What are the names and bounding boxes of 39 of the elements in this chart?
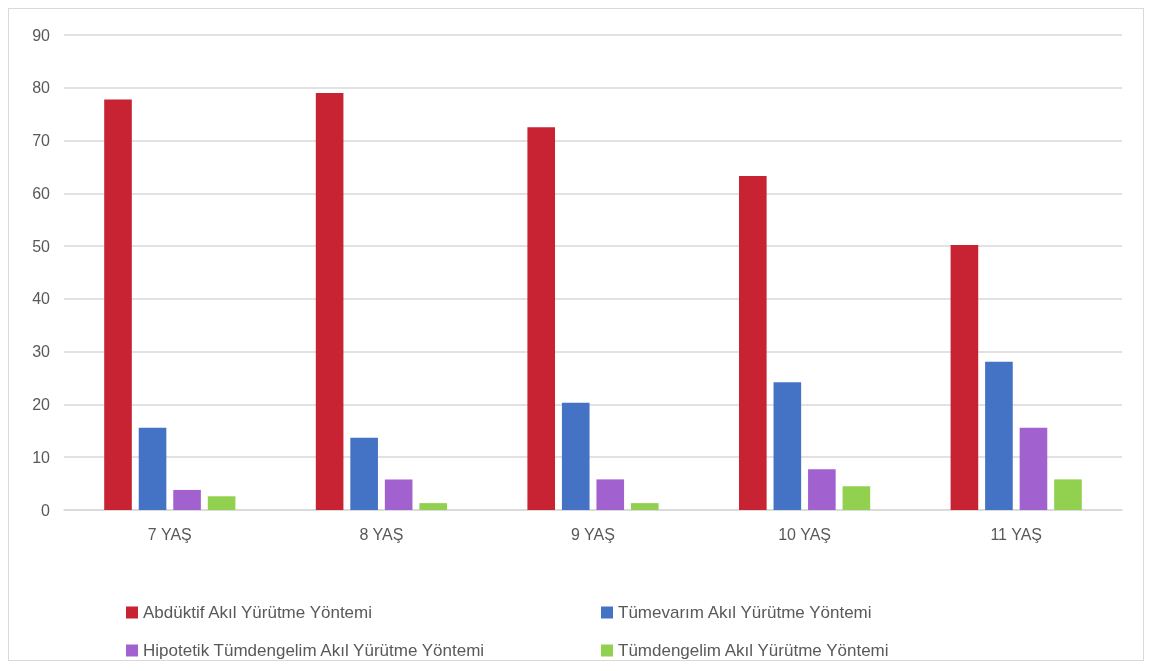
x-tick-label: 9 YAŞ [571,525,615,543]
bar [384,479,413,510]
bar [173,489,201,510]
y-tick-label: 60 [32,184,51,202]
bar [207,496,236,510]
y-tick-label: 40 [32,290,51,308]
bar [950,245,979,510]
bar [138,427,167,510]
bar [1054,479,1082,510]
legend-label: Tümdengelim Akıl Yürütme Yöntemi [618,641,889,660]
x-tick-label: 11 YAŞ [990,525,1042,543]
bar [561,402,590,510]
bar [985,361,1013,510]
legend-label: Hipotetik Tümdengelim Akıl Yürütme Yöntemi [143,641,485,660]
y-tick-label: 0 [41,501,51,519]
bar [773,382,802,510]
y-tick-label: 70 [32,132,51,150]
bar [739,175,767,510]
bar [630,503,659,510]
y-tick-label: 30 [32,343,51,361]
y-tick-label: 90 [32,26,51,44]
x-tick-label: 8 YAŞ [359,525,404,543]
bar [527,127,556,510]
y-tick-label: 10 [32,448,51,466]
legend-label: Tümevarım Akıl Yürütme Yöntemi [618,603,872,622]
legend-label: Abdüktif Akıl Yürütme Yöntemi [143,603,372,622]
x-tick-label: 10 YAŞ [778,525,831,543]
bar [1019,427,1048,510]
bar [419,503,447,510]
bar [842,486,871,510]
y-tick-label: 20 [32,395,51,413]
bar [596,479,625,510]
x-tick-label: 7 YAŞ [147,525,192,543]
bar [315,93,344,510]
y-tick-label: 50 [32,237,51,255]
y-tick-label: 80 [32,79,51,97]
bar [104,99,132,510]
bar [808,469,836,510]
bar [350,437,378,510]
